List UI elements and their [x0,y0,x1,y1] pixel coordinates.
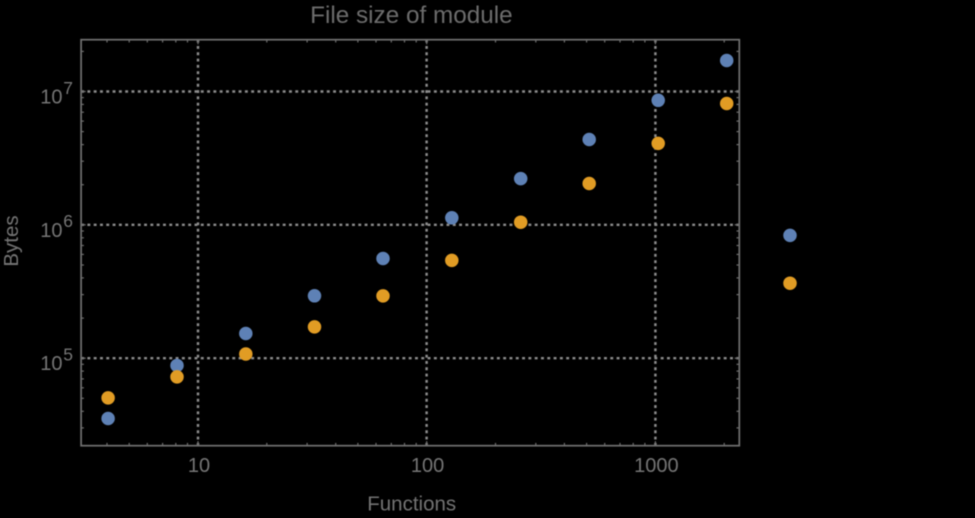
svg-text:100: 100 [411,455,444,477]
svg-text:10: 10 [40,87,62,109]
svg-text:10: 10 [40,353,62,375]
svg-text:6: 6 [63,211,73,231]
svg-text:1000: 1000 [634,455,679,477]
svg-text:10: 10 [40,220,62,242]
svg-text:10: 10 [188,455,210,477]
svg-text:Bytes: Bytes [0,215,23,266]
svg-text:File size of module: File size of module [310,2,513,29]
svg-text:7: 7 [63,78,73,98]
svg-text:Functions: Functions [367,493,456,513]
svg-text:5: 5 [63,345,73,365]
